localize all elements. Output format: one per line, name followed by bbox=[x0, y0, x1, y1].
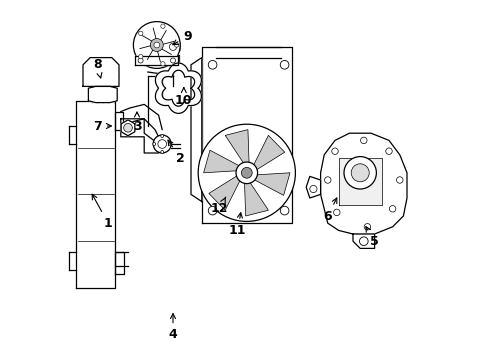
Circle shape bbox=[161, 24, 165, 28]
Circle shape bbox=[334, 209, 340, 216]
Polygon shape bbox=[209, 175, 241, 210]
Polygon shape bbox=[191, 58, 202, 202]
Polygon shape bbox=[253, 173, 290, 195]
Circle shape bbox=[364, 224, 370, 230]
Text: 1: 1 bbox=[92, 194, 113, 230]
Circle shape bbox=[174, 43, 179, 47]
Polygon shape bbox=[202, 47, 292, 223]
Circle shape bbox=[351, 164, 369, 182]
Circle shape bbox=[123, 123, 132, 132]
Circle shape bbox=[386, 148, 392, 154]
Circle shape bbox=[208, 60, 217, 69]
Polygon shape bbox=[121, 120, 135, 136]
Circle shape bbox=[139, 31, 143, 36]
Polygon shape bbox=[121, 119, 159, 153]
Polygon shape bbox=[166, 39, 180, 55]
Circle shape bbox=[150, 39, 163, 51]
Circle shape bbox=[332, 148, 338, 154]
Circle shape bbox=[390, 206, 396, 212]
Circle shape bbox=[198, 124, 295, 221]
Polygon shape bbox=[88, 86, 117, 103]
Circle shape bbox=[170, 43, 176, 50]
Text: 7: 7 bbox=[93, 120, 111, 132]
Circle shape bbox=[344, 157, 376, 189]
Circle shape bbox=[153, 143, 156, 145]
Polygon shape bbox=[339, 158, 382, 205]
Polygon shape bbox=[116, 252, 124, 274]
Text: 2: 2 bbox=[168, 140, 185, 165]
Text: 3: 3 bbox=[133, 112, 141, 132]
Polygon shape bbox=[83, 58, 119, 86]
Text: 10: 10 bbox=[175, 87, 193, 107]
Circle shape bbox=[158, 140, 167, 148]
Circle shape bbox=[139, 54, 143, 59]
Text: 11: 11 bbox=[229, 213, 246, 237]
Circle shape bbox=[161, 62, 165, 66]
Polygon shape bbox=[76, 101, 116, 288]
Polygon shape bbox=[167, 55, 179, 65]
Circle shape bbox=[242, 167, 252, 178]
Text: 5: 5 bbox=[366, 227, 379, 248]
Polygon shape bbox=[204, 150, 241, 173]
Text: 8: 8 bbox=[93, 58, 102, 78]
Circle shape bbox=[154, 42, 160, 48]
Circle shape bbox=[280, 60, 289, 69]
Text: 12: 12 bbox=[211, 197, 228, 215]
Circle shape bbox=[361, 137, 367, 144]
Circle shape bbox=[236, 162, 258, 184]
Circle shape bbox=[161, 135, 164, 138]
Polygon shape bbox=[135, 56, 178, 65]
Text: 6: 6 bbox=[323, 198, 337, 222]
Polygon shape bbox=[245, 181, 269, 216]
Polygon shape bbox=[225, 130, 249, 164]
Circle shape bbox=[360, 237, 368, 246]
Circle shape bbox=[396, 177, 403, 183]
Circle shape bbox=[138, 58, 143, 63]
Text: 9: 9 bbox=[173, 30, 192, 45]
Polygon shape bbox=[155, 63, 201, 113]
Polygon shape bbox=[253, 135, 285, 171]
Circle shape bbox=[171, 58, 175, 63]
Circle shape bbox=[169, 143, 171, 145]
Circle shape bbox=[161, 150, 164, 153]
Text: 4: 4 bbox=[169, 314, 177, 341]
Circle shape bbox=[153, 135, 171, 153]
Circle shape bbox=[324, 177, 331, 183]
Polygon shape bbox=[306, 176, 320, 198]
Circle shape bbox=[208, 206, 217, 215]
Circle shape bbox=[133, 22, 180, 68]
Circle shape bbox=[280, 206, 289, 215]
Polygon shape bbox=[320, 133, 407, 234]
Polygon shape bbox=[116, 112, 122, 130]
Polygon shape bbox=[353, 234, 374, 248]
Circle shape bbox=[310, 185, 317, 193]
